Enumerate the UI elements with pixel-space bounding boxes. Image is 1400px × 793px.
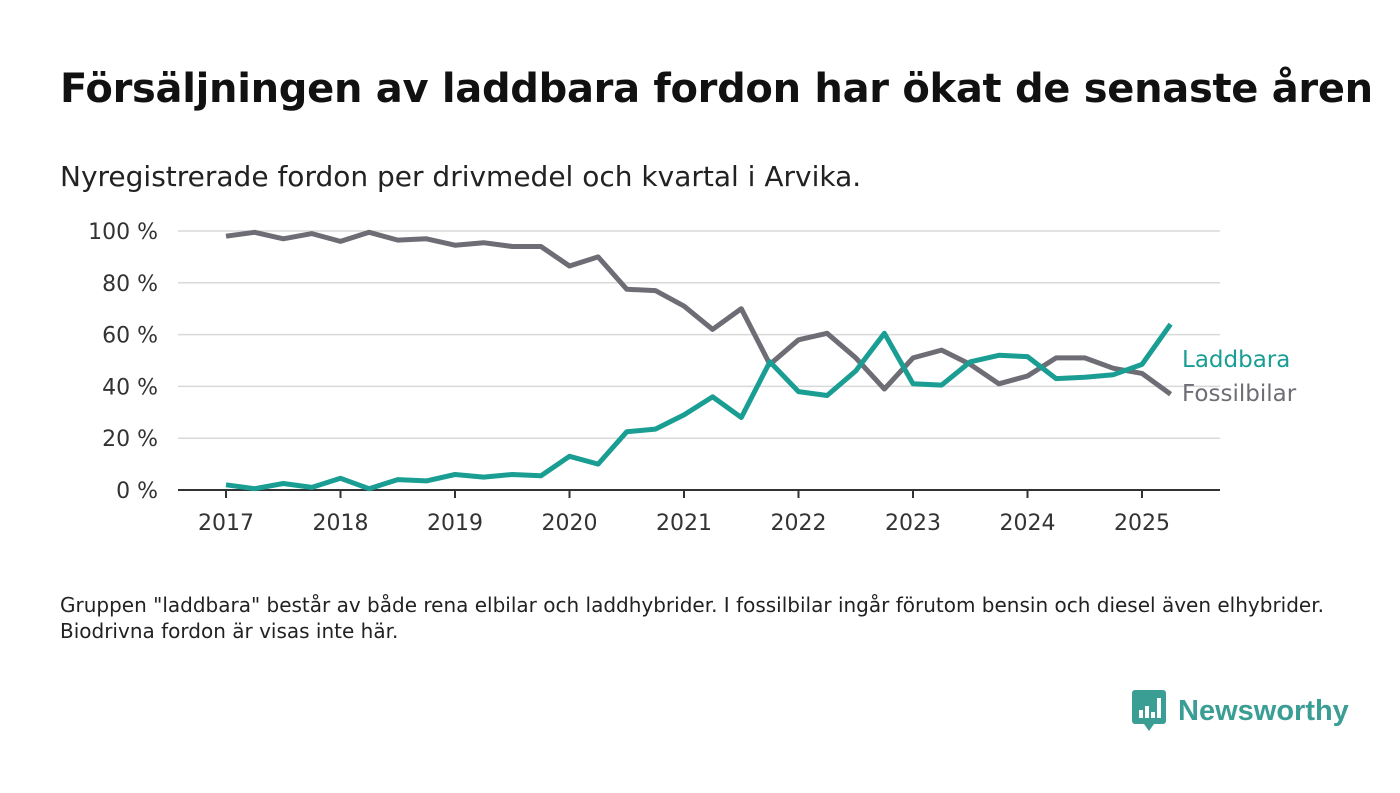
y-grid	[178, 230, 1220, 439]
y-tick-label: 60 %	[102, 324, 158, 349]
line-chart: 0 % 20 % 40 % 60 % 80 % 100 % 2017 2018 2019 202…	[88, 220, 1297, 536]
x-tick-label: 2025	[1114, 511, 1170, 536]
y-tick-label: 40 %	[102, 375, 158, 400]
y-tick-label: 80 %	[102, 272, 158, 297]
x-tick-label: 2023	[885, 511, 941, 536]
brand-logo: Newsworthy	[1132, 690, 1349, 732]
x-tick-label: 2022	[771, 511, 827, 536]
series-label-laddbara: Laddbara	[1182, 347, 1290, 373]
x-tick-label: 2018	[313, 511, 369, 536]
series-line-laddbara	[225, 322, 1173, 492]
series-labels: Laddbara Fossilbilar	[1182, 347, 1297, 407]
x-tick-label: 2020	[542, 511, 598, 536]
y-tick-label: 20 %	[102, 427, 158, 452]
series-lines	[225, 229, 1173, 492]
series-label-fossilbilar: Fossilbilar	[1182, 381, 1297, 407]
bar-chart-speech-bubble-icon	[1132, 690, 1166, 731]
y-tick-label: 0 %	[116, 479, 158, 504]
x-tick-label: 2017	[198, 511, 254, 536]
brand-name: Newsworthy	[1178, 694, 1349, 727]
x-axis: 2017 2018 2019 2020 2021 2022 2023 2024 2025	[178, 489, 1220, 536]
x-tick-label: 2024	[1000, 511, 1056, 536]
y-axis-labels: 0 % 20 % 40 % 60 % 80 % 100 %	[88, 220, 158, 504]
series-line-fossilbilar	[225, 229, 1173, 397]
y-tick-label: 100 %	[88, 220, 158, 245]
x-tick-label: 2019	[427, 511, 483, 536]
chart-title: Försäljningen av laddbara fordon har öka…	[60, 66, 1373, 112]
chart-subtitle: Nyregistrerade fordon per drivmedel och …	[60, 160, 862, 193]
footnote: Gruppen "laddbara" består av både rena e…	[60, 593, 1324, 643]
x-tick-label: 2021	[656, 511, 712, 536]
